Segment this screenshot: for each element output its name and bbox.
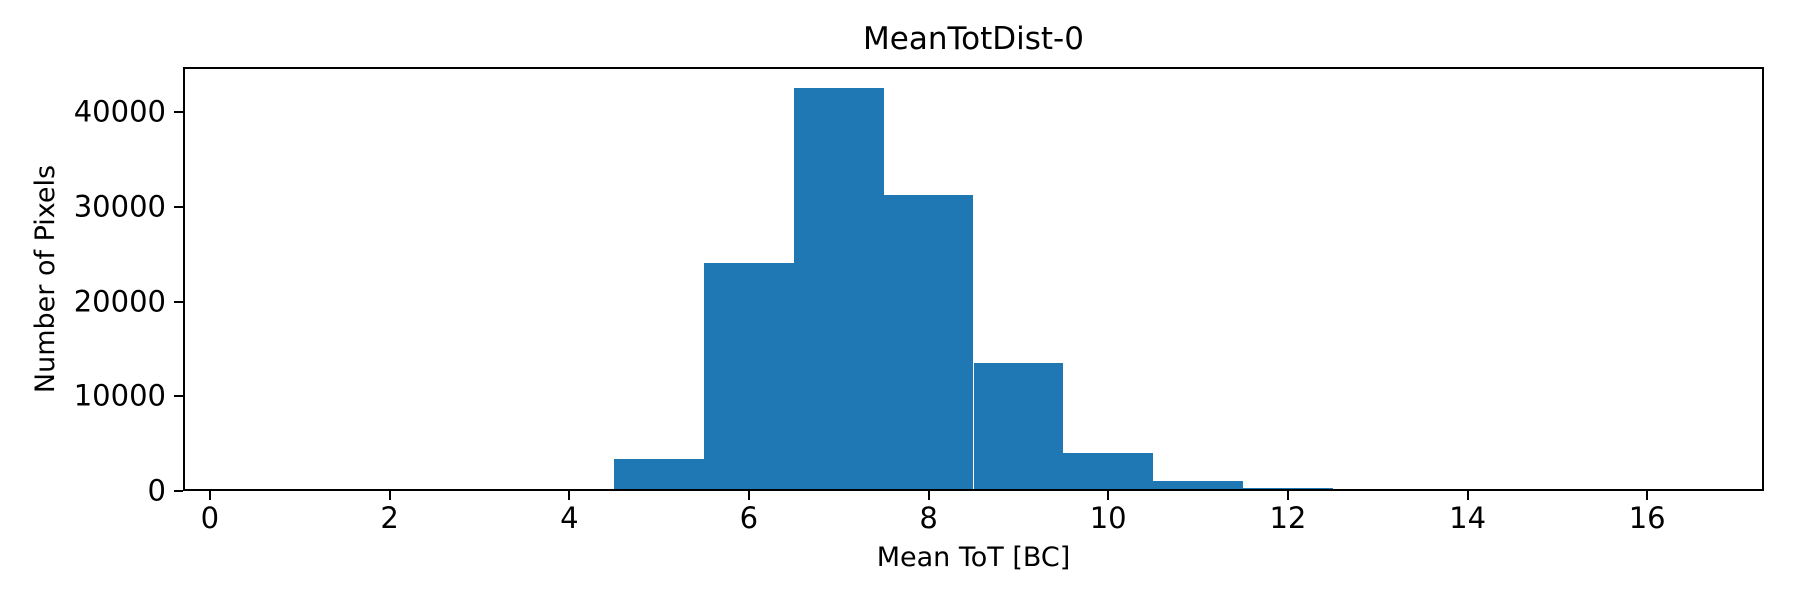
x-tick-label: 4: [560, 501, 579, 535]
y-tick-mark: [174, 300, 183, 303]
y-tick-mark: [174, 395, 183, 398]
y-tick-label: 0: [147, 473, 166, 508]
x-tick-label: 2: [380, 501, 399, 535]
y-axis-label: Number of Pixels: [30, 164, 62, 394]
x-tick-label: 6: [739, 501, 759, 535]
y-tick-mark: [174, 205, 183, 208]
histogram-bar: [793, 88, 884, 491]
y-tick-label: 20000: [73, 284, 166, 318]
plot-spines: [183, 67, 1764, 491]
y-tick-label: 40000: [73, 94, 166, 129]
x-tick-mark: [1466, 491, 1469, 500]
y-tick-mark: [174, 111, 183, 113]
histogram-bar: [614, 458, 704, 491]
x-tick-mark: [208, 491, 211, 500]
x-tick-mark: [1107, 491, 1110, 500]
x-tick-mark: [1286, 491, 1289, 500]
x-tick-label: 0: [200, 501, 220, 535]
y-tick-label: 10000: [73, 378, 166, 413]
x-tick-mark: [927, 491, 930, 500]
histogram-bar: [1153, 481, 1243, 491]
x-tick-mark: [568, 491, 571, 500]
x-tick-label: 16: [1628, 501, 1666, 535]
x-tick-label: 10: [1089, 501, 1127, 535]
x-tick-mark: [1646, 491, 1649, 500]
histogram-bar: [973, 363, 1064, 491]
x-tick-mark: [388, 491, 391, 500]
y-tick-label: 30000: [73, 189, 166, 224]
y-tick-mark: [174, 490, 183, 492]
x-tick-label: 14: [1449, 501, 1487, 535]
histogram-bar: [1063, 453, 1154, 491]
x-tick-label: 12: [1269, 501, 1307, 535]
histogram-bar: [1332, 489, 1423, 491]
chart-title: MeanTotDist-0: [863, 21, 1084, 57]
x-tick-mark: [747, 491, 750, 500]
histogram-bar: [704, 262, 794, 491]
x-tick-label: 8: [919, 501, 938, 535]
histogram-bar: [883, 195, 974, 491]
x-axis-label: Mean ToT [BC]: [876, 542, 1071, 573]
